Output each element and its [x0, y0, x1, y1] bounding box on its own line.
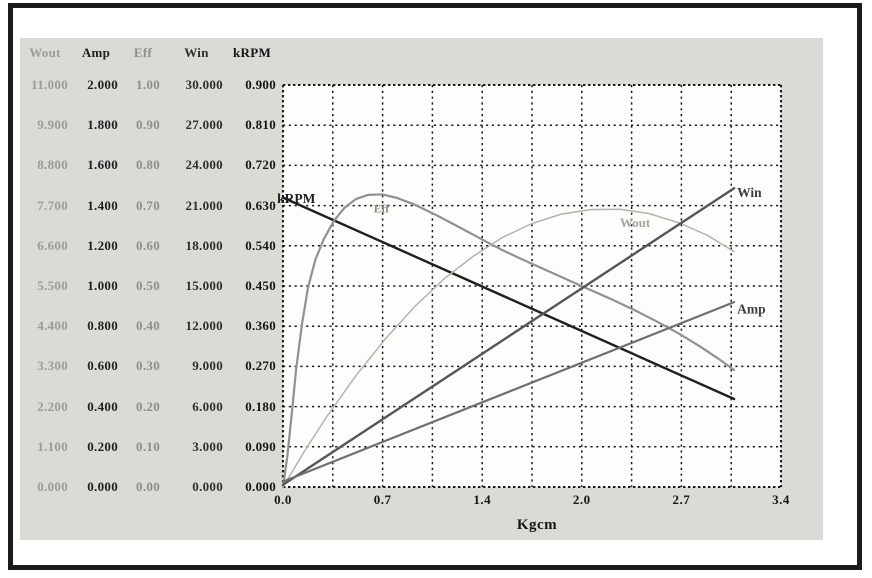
- table-cell: 0.600: [87, 358, 118, 374]
- table-header-wout: Wout: [29, 45, 61, 60]
- table-cell: 4.400: [37, 318, 68, 334]
- curve-Amp: [281, 301, 736, 483]
- x-tick-label: 2.0: [572, 492, 591, 507]
- table-cell: 0.60: [136, 237, 160, 253]
- x-tick-label: 0.0: [274, 492, 292, 507]
- table-cell: 0.00: [136, 479, 160, 494]
- table-cell: 9.900: [37, 117, 68, 133]
- x-tick-label: 2.7: [672, 492, 691, 507]
- motor-performance-chart: kRPM Eff Wout Win Amp: [277, 83, 783, 489]
- x-tick-label: 1.4: [473, 492, 492, 507]
- table-cell: 0.30: [136, 358, 160, 374]
- table-cell: 27.000: [185, 117, 223, 133]
- table-cell: 3.300: [37, 358, 68, 374]
- table-cell: 0.10: [136, 438, 160, 454]
- table-cell: 0.270: [245, 358, 276, 374]
- table-cell: 1.00: [136, 77, 160, 92]
- curve-Eff: [281, 193, 736, 489]
- table-cell: 0.630: [245, 197, 276, 213]
- table-cell: 6.600: [37, 237, 68, 253]
- table-cell: 1.200: [87, 237, 118, 253]
- table-cell: 0.200: [87, 438, 118, 454]
- table-header-win: Win: [184, 45, 209, 60]
- table-cell: 0.70: [136, 197, 160, 213]
- table-cell: 0.000: [245, 479, 276, 494]
- table-cell: 24.000: [185, 157, 223, 173]
- table-cell: 0.360: [245, 318, 276, 334]
- table-cell: 6.000: [192, 398, 223, 414]
- table-cell: 5.500: [37, 278, 68, 293]
- table-header-krpm: kRPM: [232, 45, 272, 60]
- table-cell: 1.800: [87, 117, 118, 133]
- x-tick-label: 3.4: [772, 492, 790, 507]
- table-cell: 0.000: [87, 479, 118, 494]
- x-axis-title: Kgcm: [516, 517, 558, 533]
- table-cell: 21.000: [185, 197, 223, 213]
- x-tick-label: 0.7: [373, 492, 392, 507]
- table-cell: 0.540: [245, 237, 276, 253]
- table-cell: 3.000: [192, 438, 223, 454]
- table-cell: 0.90: [136, 117, 160, 133]
- table-cell: 0.450: [245, 278, 276, 293]
- curve-Win: [281, 186, 736, 486]
- table-header-eff: Eff: [133, 45, 153, 60]
- table-cell: 8.800: [37, 157, 68, 173]
- table-header-amp: Amp: [81, 45, 111, 60]
- curve-kRPM: [281, 196, 736, 401]
- table-cell: 7.700: [37, 197, 68, 213]
- table-cell: 18.000: [185, 237, 223, 253]
- curve-label-Eff: Eff: [374, 203, 390, 215]
- table-cell: 1.400: [87, 197, 118, 213]
- table-cell: 30.000: [185, 77, 223, 92]
- table-cell: 0.180: [245, 398, 276, 414]
- table-cell: 11.000: [31, 77, 68, 92]
- table-cell: 0.40: [136, 318, 160, 334]
- table-cell: 1.000: [87, 278, 118, 293]
- table-cell: 15.000: [185, 278, 223, 293]
- table-cell: 0.000: [37, 479, 68, 494]
- table-cell: 12.000: [185, 318, 223, 334]
- curve-Wout: [282, 208, 735, 488]
- curve-label-Amp: Amp: [737, 302, 766, 317]
- table-cell: 0.720: [245, 157, 276, 173]
- table-cell: 0.50: [136, 278, 160, 293]
- curve-label-Win: Win: [737, 185, 762, 200]
- table-cell: 2.200: [37, 398, 68, 414]
- curve-label-Wout: Wout: [620, 215, 651, 230]
- table-cell: 0.000: [192, 479, 223, 494]
- table-cell: 9.000: [192, 358, 223, 374]
- curve-label-kRPM: kRPM: [277, 191, 316, 206]
- table-cell: 0.20: [136, 398, 160, 414]
- table-cell: 2.000: [87, 77, 118, 92]
- table-cell: 0.900: [245, 77, 276, 92]
- table-cell: 1.100: [37, 438, 68, 454]
- table-cell: 0.810: [245, 117, 276, 133]
- table-cell: 0.80: [136, 157, 160, 173]
- table-cell: 1.600: [87, 157, 118, 173]
- table-cell: 0.090: [245, 438, 276, 454]
- table-cell: 0.800: [87, 318, 118, 334]
- table-cell: 0.400: [87, 398, 118, 414]
